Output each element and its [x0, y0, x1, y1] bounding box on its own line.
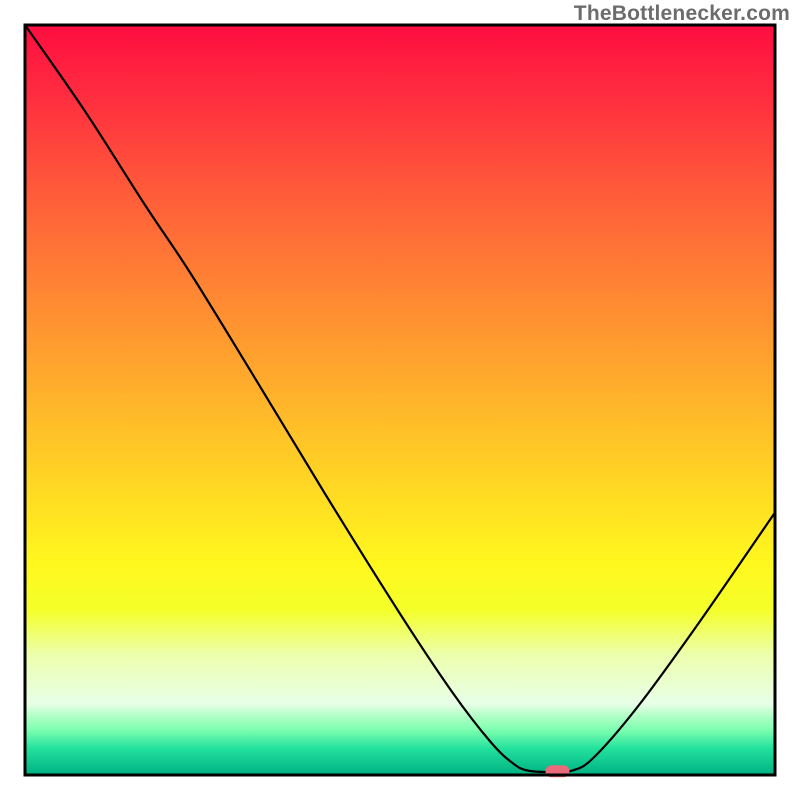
plot-background — [25, 25, 775, 775]
watermark-text: TheBottlenecker.com — [574, 2, 790, 26]
bottleneck-chart — [0, 0, 800, 800]
chart-container: TheBottlenecker.com — [0, 0, 800, 800]
